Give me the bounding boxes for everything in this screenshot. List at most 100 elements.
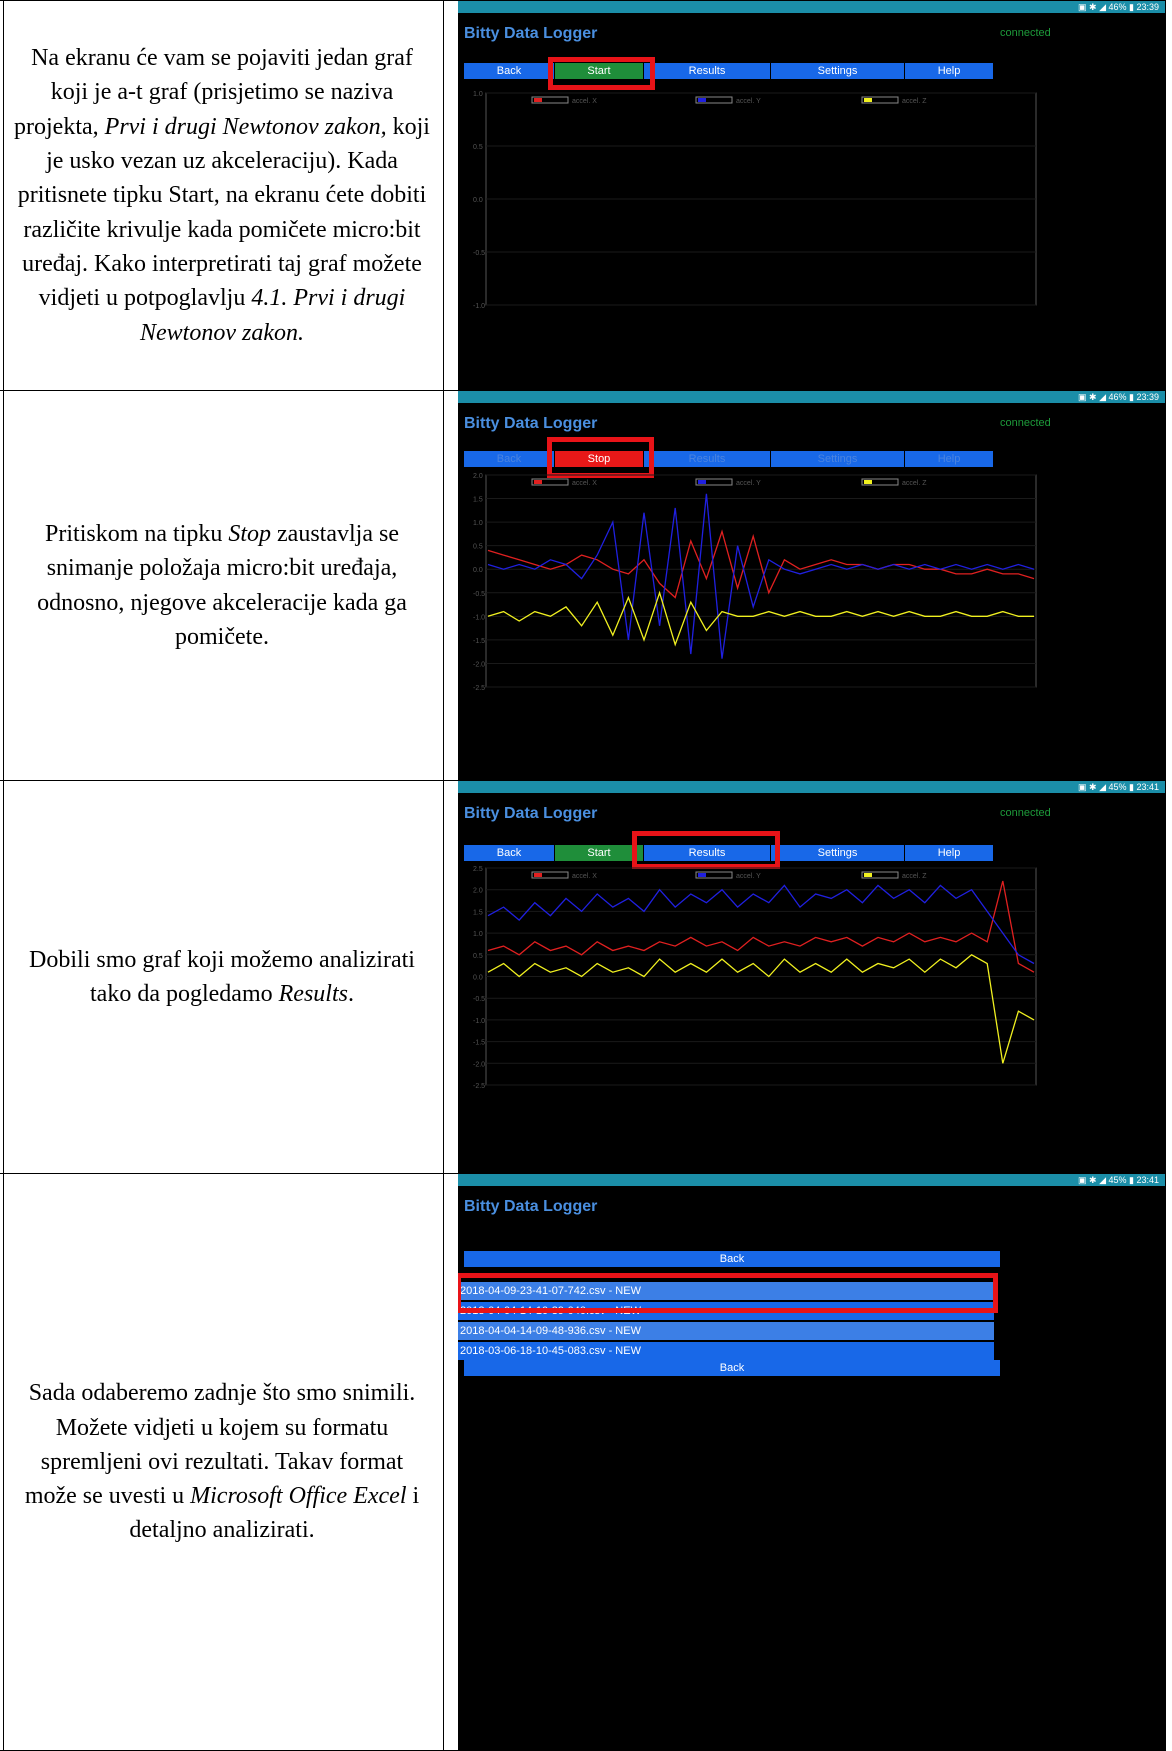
table-row-divider: [0, 390, 1165, 391]
help-button[interactable]: Help: [905, 451, 994, 467]
y-tick-label: 1.5: [473, 909, 483, 916]
legend-swatch: [534, 98, 542, 102]
plot-frame: [485, 474, 1037, 688]
legend-label: accel. Y: [736, 873, 761, 880]
legend-box: [861, 478, 899, 486]
series-line: [487, 884, 1035, 965]
legend-swatch: [534, 873, 542, 877]
row-2-text-italic: Stop: [228, 520, 272, 547]
legend-item: accel. X: [531, 96, 597, 105]
row-2-text-part: Pritiskom na tipku: [45, 520, 229, 547]
files-back-button[interactable]: Back: [464, 1251, 1000, 1267]
y-tick-label: -1.0: [473, 1018, 485, 1025]
help-button[interactable]: Help: [905, 63, 994, 79]
legend-swatch: [698, 480, 706, 484]
y-tick-label: 0.0: [473, 567, 483, 574]
legend-swatch: [534, 480, 542, 484]
y-tick-label: 1.5: [473, 497, 483, 504]
series-line: [487, 529, 1035, 599]
nav-bar: Back Stop Results Settings Help: [464, 451, 1060, 468]
table-row-divider: [0, 780, 1165, 781]
legend-label: accel. X: [572, 873, 597, 880]
legend-item: accel. Y: [695, 871, 761, 880]
legend-label: accel. Z: [902, 98, 927, 105]
table-row-divider: [0, 1173, 1165, 1174]
screenshot-results: ▣ ✱ ◢ 45% ▮ 23:41 Bitty Data Logger conn…: [458, 781, 1165, 1173]
row-3-text: Dobili smo graf koji možemo analizirati …: [4, 781, 440, 1173]
y-tick-label: 2.0: [473, 473, 483, 480]
stop-button[interactable]: Stop: [555, 451, 644, 467]
accel-chart: 2.0 1.5 1.0 0.5 0.0 -0.5 -1.0 -1.5 -2.0 -2.5 accel…: [473, 473, 1037, 691]
row-3-text-part: Dobili smo graf koji možemo analizirati …: [29, 946, 415, 1007]
y-tick-label: -0.5: [473, 591, 485, 598]
file-item[interactable]: 2018-04-04-14-09-48-936.csv - NEW: [458, 1322, 994, 1340]
y-tick-label: 1.0: [473, 91, 483, 98]
y-tick-label: 0.0: [473, 197, 483, 204]
back-button[interactable]: Back: [464, 451, 555, 467]
files-back-button[interactable]: Back: [464, 1360, 1000, 1376]
y-tick-label: -2.5: [473, 1083, 485, 1089]
legend-box: [861, 96, 899, 104]
back-button[interactable]: Back: [464, 63, 555, 79]
legend-label: accel. Y: [736, 480, 761, 487]
y-tick-label: 2.5: [473, 866, 483, 873]
legend-item: accel. X: [531, 871, 597, 880]
row-1-text-part: koji je usko vezan uz akceleraciju). Kad…: [17, 113, 430, 312]
app-title: Bitty Data Logger: [464, 25, 598, 42]
legend-box: [531, 96, 569, 104]
file-item[interactable]: 2018-04-09-23-41-07-742.csv - NEW: [458, 1282, 994, 1300]
legend-label: accel. X: [572, 98, 597, 105]
legend-label: accel. Z: [902, 480, 927, 487]
legend-box: [695, 478, 733, 486]
file-item[interactable]: 2018-03-06-18-10-45-083.csv - NEW: [458, 1342, 994, 1360]
back-button[interactable]: Back: [464, 845, 555, 861]
legend-swatch: [864, 98, 872, 102]
settings-button[interactable]: Settings: [771, 845, 905, 861]
connection-status: connected: [1000, 807, 1051, 819]
highlight-box: [458, 1273, 998, 1313]
screenshot-start: ▣ ✱ ◢ 46% ▮ 23:39 Bitty Data Logger conn…: [458, 1, 1165, 390]
status-bar: ▣ ✱ ◢ 45% ▮ 23:41: [458, 1174, 1165, 1186]
connection-status: connected: [1000, 27, 1051, 39]
app-title: Bitty Data Logger: [464, 1198, 598, 1215]
nav-bar: Back Start Results Settings Help: [464, 845, 1060, 862]
legend-box: [531, 871, 569, 879]
row-4-text-part: Sada odaberemo zadnje što smo snimili. M…: [24, 1380, 416, 1510]
y-tick-label: -2.5: [473, 685, 485, 691]
legend-item: accel. Z: [861, 478, 927, 487]
status-bar: ▣ ✱ ◢ 45% ▮ 23:41: [458, 781, 1165, 793]
y-tick-label: -1.5: [473, 638, 485, 645]
settings-button[interactable]: Settings: [771, 451, 905, 467]
row-4-text-part: i detaljno analizirati.: [129, 1483, 420, 1544]
y-tick-label: 2.0: [473, 888, 483, 895]
settings-button[interactable]: Settings: [771, 63, 905, 79]
row-4-text: Sada odaberemo zadnje što smo snimili. M…: [4, 1174, 440, 1750]
y-tick-label: 0.5: [473, 544, 483, 551]
y-tick-label: -1.0: [473, 303, 485, 309]
legend-item: accel. Z: [861, 871, 927, 880]
y-tick-label: -0.5: [473, 996, 485, 1003]
accel-chart: 2.5 2.0 1.5 1.0 0.5 0.0 -0.5 -1.0 -1.5 -2.0 -2.5 ac…: [473, 866, 1037, 1089]
table-column-divider: [443, 0, 444, 1751]
status-bar: ▣ ✱ ◢ 46% ▮ 23:39: [458, 391, 1165, 403]
series-line: [487, 880, 1035, 973]
results-button[interactable]: Results: [644, 63, 771, 79]
results-button[interactable]: Results: [644, 451, 771, 467]
accel-chart: 1.0 0.5 0.0 -0.5 -1.0 accel. X accel. Y accel. …: [473, 91, 1037, 309]
row-1-text-italic: Prvi i drugi Newtonov zakon,: [104, 113, 387, 140]
app-title: Bitty Data Logger: [464, 415, 598, 432]
legend-label: accel. Y: [736, 98, 761, 105]
row-1-text: Na ekranu će vam se pojaviti jedan graf …: [4, 1, 440, 390]
results-button[interactable]: Results: [644, 845, 771, 861]
connection-status: connected: [1000, 417, 1051, 429]
row-1-text-italic: 4.1. Prvi i drugi Newtonov zakon.: [140, 285, 406, 346]
help-button[interactable]: Help: [905, 845, 994, 861]
highlight-box: [548, 57, 655, 90]
legend-label: accel. X: [572, 480, 597, 487]
legend-item: accel. Z: [861, 96, 927, 105]
start-button[interactable]: Start: [555, 63, 644, 79]
y-tick-label: 0.5: [473, 953, 483, 960]
y-tick-label: -1.0: [473, 614, 485, 621]
start-button[interactable]: Start: [555, 845, 644, 861]
